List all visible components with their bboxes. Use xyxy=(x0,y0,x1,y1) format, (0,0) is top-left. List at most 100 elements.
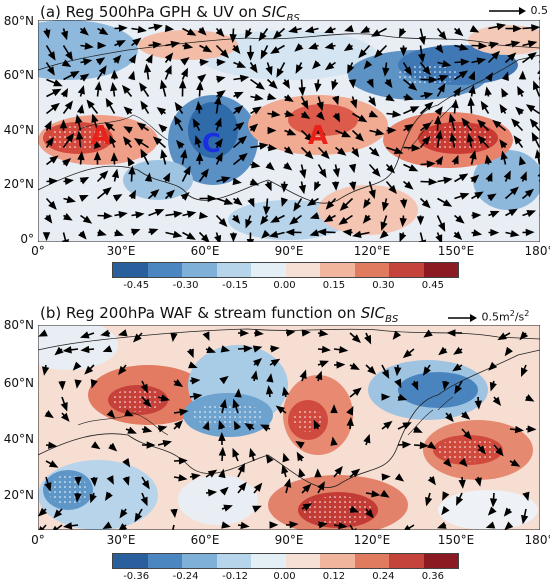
vector-arrowhead xyxy=(93,151,102,161)
vector-arrowhead xyxy=(270,345,280,353)
vector-arrowhead xyxy=(315,370,323,381)
vector-arrowhead xyxy=(152,136,163,146)
vector-arrowhead xyxy=(202,44,213,53)
vector-arrowhead xyxy=(139,82,148,92)
vector-arrowhead xyxy=(513,24,522,33)
vector-arrowhead xyxy=(270,215,280,223)
vector-arrowhead xyxy=(218,468,226,479)
colorbar-swatch xyxy=(113,554,148,568)
vector-arrowhead xyxy=(518,155,527,166)
vector-arrowhead xyxy=(275,405,285,414)
panel-a-reference-arrow: 0.5 xyxy=(487,4,548,17)
vector-arrowhead xyxy=(197,73,207,83)
vector-arrowhead xyxy=(89,493,97,504)
vector-arrowhead xyxy=(200,234,210,242)
vector-arrowhead xyxy=(451,99,459,109)
vector-arrowhead xyxy=(180,57,190,66)
vector-arrowhead xyxy=(435,234,443,242)
vector-arrowhead xyxy=(438,75,449,82)
vector-arrowhead xyxy=(233,197,243,206)
vector-arrowhead xyxy=(267,126,277,135)
vector-arrowhead xyxy=(375,128,385,136)
panel-b-reference-arrow: 0.5m2/s2 xyxy=(446,309,529,324)
vector-arrowhead xyxy=(223,504,233,512)
vector-arrowhead xyxy=(128,54,137,64)
vector-arrowhead xyxy=(128,165,136,175)
vector-arrowhead xyxy=(453,86,462,97)
colorbar-swatch xyxy=(423,263,458,277)
vector-arrowhead xyxy=(172,230,183,239)
vector-arrowhead xyxy=(456,496,464,506)
vector-arrowhead xyxy=(135,211,145,219)
vector-arrowhead xyxy=(344,24,354,32)
vector-arrowhead xyxy=(531,132,540,142)
vector-arrowhead xyxy=(343,43,354,52)
vector-arrowhead xyxy=(521,367,528,378)
vector-arrowhead xyxy=(157,425,168,433)
colorbar-swatch xyxy=(113,263,148,277)
colorbar-tick-label: 0.00 xyxy=(273,571,296,582)
vector-arrowhead xyxy=(219,486,229,496)
vector-arrowhead xyxy=(281,386,290,396)
vector-arrowhead xyxy=(258,31,267,42)
vector-arrowhead xyxy=(142,425,153,433)
vector-arrowhead xyxy=(183,165,191,176)
vector-arrowhead xyxy=(143,63,152,73)
vector-arrowhead xyxy=(254,93,264,102)
colorbar-swatch xyxy=(147,554,182,568)
vector-arrowhead xyxy=(215,27,225,38)
vector-arrowhead xyxy=(216,58,226,67)
vector-arrowhead xyxy=(411,380,419,391)
colorbar-tick-label: 0.36 xyxy=(421,571,444,582)
vector-arrowhead xyxy=(522,491,530,502)
vector-arrowhead xyxy=(134,512,143,523)
vector-arrowhead xyxy=(352,230,362,238)
vector-arrowhead xyxy=(317,481,326,491)
vector-arrowhead xyxy=(427,441,437,450)
vector-arrowhead xyxy=(468,70,476,81)
vector-arrowhead xyxy=(318,521,328,529)
vector-arrow xyxy=(171,524,175,530)
vector-arrowhead xyxy=(281,464,289,475)
panel-b-title: (b) Reg 200hPa WAF & stream function on … xyxy=(40,304,399,325)
vector-arrowhead xyxy=(246,51,255,61)
vector-arrowhead xyxy=(285,228,295,237)
vector-arrowhead xyxy=(106,475,114,485)
vector-arrowhead xyxy=(63,213,73,221)
vector-arrowhead xyxy=(504,521,514,530)
panel-a-title: (a) Reg 500hPa GPH & UV on SICBS xyxy=(40,3,300,24)
vector-arrowhead xyxy=(162,172,171,183)
vector-arrowhead xyxy=(218,432,226,441)
vector-arrowhead xyxy=(221,521,231,529)
panel-b-lat-80: 80°N xyxy=(3,318,34,332)
vector-arrowhead xyxy=(497,332,507,341)
vector-arrowhead xyxy=(363,433,371,444)
vector-arrowhead xyxy=(533,80,540,91)
vector-arrowhead xyxy=(118,523,128,530)
vector-arrowhead xyxy=(452,363,462,372)
vector-arrowhead xyxy=(104,491,113,501)
vector-arrowhead xyxy=(282,79,290,89)
vector-arrowhead xyxy=(478,42,488,50)
colorbar-swatch xyxy=(389,263,424,277)
vector-arrowhead xyxy=(121,84,131,95)
vector-arrowhead xyxy=(110,69,119,79)
vector-arrow xyxy=(419,232,424,242)
vector-arrowhead xyxy=(207,489,218,497)
vector-arrowhead xyxy=(124,409,134,417)
vector-arrowhead xyxy=(206,346,216,354)
vector-arrowhead xyxy=(91,113,99,124)
vector-arrowhead xyxy=(484,86,492,96)
vector-arrowhead xyxy=(514,425,525,434)
vector-arrowhead xyxy=(173,210,183,218)
vector-arrowhead xyxy=(298,87,306,97)
panel-a-lon-90: 90°E xyxy=(274,244,304,258)
vector-arrowhead xyxy=(146,441,156,449)
panel-a-lon-180: 180° xyxy=(524,244,550,258)
vector-arrowhead xyxy=(180,192,190,201)
vector-arrowhead xyxy=(404,93,414,101)
vector-arrowhead xyxy=(219,398,227,409)
vector-arrowhead xyxy=(474,400,482,410)
vector-arrowhead xyxy=(164,64,172,75)
vector-arrowhead xyxy=(282,452,290,463)
